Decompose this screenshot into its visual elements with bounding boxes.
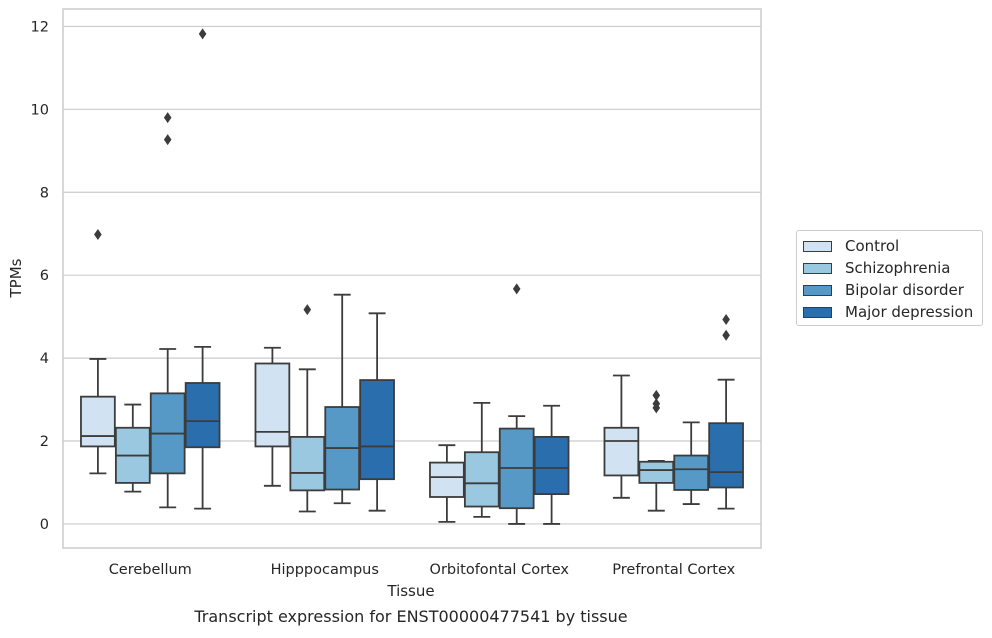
series-major-depression (184, 28, 744, 525)
x-tick-label-hipppocampus: Hipppocampus (271, 562, 379, 578)
iqr-box-major-depression-hipppocampus (359, 379, 395, 481)
legend-item-control: Control (803, 237, 899, 255)
legend-swatch-bipolar-disorder (803, 284, 832, 296)
y-tick-label-0: 0 (40, 517, 49, 533)
series-schizophrenia (114, 304, 675, 518)
iqr-box-bipolar-disorder-prefrontal-cortex (673, 454, 710, 491)
chart-title: Transcript expression for ENST0000047754… (193, 607, 627, 626)
outlier-bipolar-disorder-orbitofontal-cortex-0 (512, 283, 521, 295)
legend-item-major-depression: Major depression (803, 303, 973, 321)
box-major-depression-hipppocampus (359, 312, 395, 512)
x-tick-label-cerebellum: Cerebellum (109, 562, 192, 578)
y-tick-label-8: 8 (40, 185, 49, 201)
iqr-box-major-depression-prefrontal-cortex (708, 422, 744, 489)
outlier-schizophrenia-prefrontal-cortex-2 (652, 389, 661, 401)
outlier-major-depression-cerebellum-0 (198, 28, 207, 40)
legend-swatch-schizophrenia (803, 262, 832, 274)
series-control (80, 229, 640, 523)
box-control-hipppocampus (254, 346, 291, 487)
box-control-cerebellum (80, 229, 116, 475)
x-tick-labels: Cerebellum Hipppocampus Orbitofontal Corte… (109, 562, 736, 578)
y-axis-label: TPMs (7, 258, 25, 298)
iqr-box-control-orbitofontal-cortex (429, 461, 465, 498)
box-series (80, 28, 744, 525)
box-schizophrenia-orbitofontal-cortex (463, 401, 500, 518)
legend-label-schizophrenia: Schizophrenia (845, 259, 951, 277)
outlier-major-depression-prefrontal-cortex-0 (722, 329, 730, 341)
outlier-control-cerebellum-0 (94, 229, 102, 241)
box-major-depression-orbitofontal-cortex (533, 404, 570, 525)
box-bipolar-disorder-orbitofontal-cortex (498, 283, 535, 525)
box-bipolar-disorder-hipppocampus (324, 293, 361, 505)
box-schizophrenia-cerebellum (114, 403, 151, 493)
y-tick-label-4: 4 (40, 351, 49, 367)
box-control-prefrontal-cortex (603, 374, 640, 499)
iqr-box-schizophrenia-orbitofontal-cortex (463, 451, 500, 508)
legend-swatch-control (803, 240, 832, 252)
box-bipolar-disorder-cerebellum (149, 112, 186, 509)
legend-item-bipolar-disorder: Bipolar disorder (803, 281, 964, 299)
y-tick-label-10: 10 (31, 102, 49, 118)
outlier-schizophrenia-prefrontal-cortex-1 (652, 398, 661, 410)
legend-label-control: Control (845, 237, 900, 255)
x-axis-label: Tissue (386, 582, 434, 600)
iqr-box-control-prefrontal-cortex (603, 426, 640, 477)
iqr-box-schizophrenia-hipppocampus (289, 435, 326, 492)
legend: Control Schizophrenia Bipolar disorder M… (796, 230, 983, 326)
y-tick-label-2: 2 (40, 434, 49, 450)
legend-label-major-depression: Major depression (845, 303, 974, 321)
iqr-box-control-hipppocampus (254, 362, 291, 448)
series-bipolar-disorder (149, 112, 710, 525)
box-schizophrenia-prefrontal-cortex (638, 389, 675, 512)
outlier-major-depression-prefrontal-cortex-1 (722, 314, 730, 326)
outlier-bipolar-disorder-cerebellum-0 (163, 134, 172, 146)
iqr-box-major-depression-orbitofontal-cortex (533, 435, 570, 496)
box-bipolar-disorder-prefrontal-cortex (673, 421, 710, 505)
box-control-orbitofontal-cortex (429, 444, 465, 523)
legend-swatch-major-depression (803, 306, 832, 318)
iqr-box-major-depression-cerebellum (184, 382, 221, 449)
box-schizophrenia-hipppocampus (289, 304, 326, 513)
y-tick-labels: 0 2 4 6 8 10 12 (31, 19, 49, 533)
legend-label-bipolar-disorder: Bipolar disorder (845, 281, 964, 299)
x-tick-label-prefrontal-cortex: Prefrontal Cortex (612, 562, 735, 578)
outlier-bipolar-disorder-cerebellum-1 (163, 112, 172, 124)
y-tick-label-6: 6 (40, 268, 49, 284)
iqr-box-schizophrenia-prefrontal-cortex (638, 460, 675, 484)
plot-frame (62, 8, 762, 549)
box-major-depression-prefrontal-cortex (708, 314, 744, 510)
legend-item-schizophrenia: Schizophrenia (803, 259, 950, 277)
outlier-schizophrenia-hipppocampus-0 (303, 304, 312, 316)
iqr-box-control-cerebellum (80, 395, 116, 448)
x-tick-label-orbitofontal-cortex: Orbitofontal Cortex (430, 562, 570, 578)
y-tick-label-12: 12 (31, 19, 49, 35)
box-major-depression-cerebellum (184, 28, 221, 510)
